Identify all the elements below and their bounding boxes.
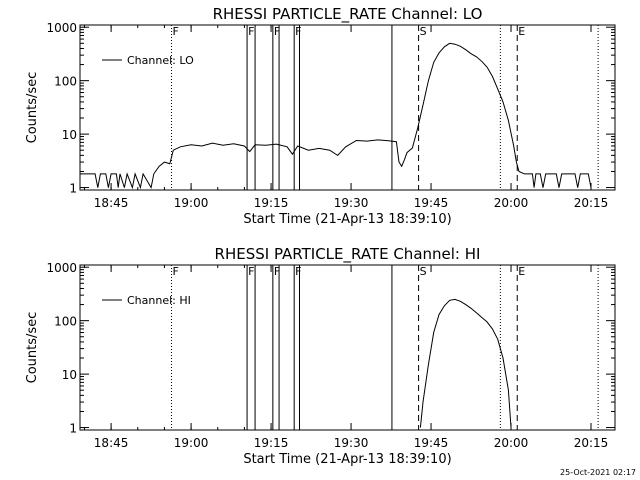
x-tick-label: 20:15 xyxy=(574,436,609,450)
x-tick-label: 20:00 xyxy=(494,196,529,210)
event-marker-label: E xyxy=(518,25,525,38)
series-line xyxy=(419,298,512,428)
chart-panel-hi: RHESSI PARTICLE_RATE Channel: HI Start Ti… xyxy=(25,245,616,467)
event-marker-label: F xyxy=(274,25,280,38)
event-marker-label: S xyxy=(420,265,427,278)
event-marker-label: F xyxy=(248,265,254,278)
x-tick-label: 19:45 xyxy=(414,436,449,450)
series-line xyxy=(80,42,592,190)
y-tick-label: 1 xyxy=(69,182,77,196)
legend-label: Channel: LO xyxy=(127,54,194,67)
x-tick-label: 20:15 xyxy=(574,196,609,210)
y-tick-label: 100 xyxy=(54,315,77,329)
x-tick-label: 19:30 xyxy=(334,436,369,450)
y-tick-label: 1000 xyxy=(46,21,77,35)
plot-frame xyxy=(79,24,616,191)
x-axis-label: Start Time (21-Apr-13 18:39:10) xyxy=(243,212,451,227)
x-tick-label: 19:45 xyxy=(414,196,449,210)
event-marker-label: F xyxy=(274,265,280,278)
event-marker-label: F xyxy=(248,25,254,38)
event-marker-label: F xyxy=(173,265,179,278)
y-tick-label: 10 xyxy=(62,128,77,142)
x-tick-label: 19:00 xyxy=(174,196,209,210)
chart-title: RHESSI PARTICLE_RATE Channel: HI xyxy=(215,245,481,264)
x-tick-label: 18:45 xyxy=(94,196,129,210)
event-marker-label: F xyxy=(295,265,301,278)
x-tick-label: 20:00 xyxy=(494,436,529,450)
y-axis-label: Counts/sec xyxy=(25,72,40,144)
chart-title: RHESSI PARTICLE_RATE Channel: LO xyxy=(213,5,483,24)
event-marker-label: F xyxy=(173,25,179,38)
y-tick-label: 10 xyxy=(62,368,77,382)
y-tick-label: 1 xyxy=(69,422,77,436)
x-tick-label: 18:45 xyxy=(94,436,129,450)
chart-panel-lo: RHESSI PARTICLE_RATE Channel: LO Start Ti… xyxy=(25,5,616,227)
event-marker-label: S xyxy=(420,25,427,38)
legend-label: Channel: HI xyxy=(127,294,191,307)
y-tick-label: 100 xyxy=(54,75,77,89)
y-tick-label: 1000 xyxy=(46,261,77,275)
plot-frame xyxy=(79,264,616,431)
event-marker-label: F xyxy=(295,25,301,38)
x-tick-label: 19:30 xyxy=(334,196,369,210)
plot-timestamp: 25-Oct-2021 02:17 xyxy=(560,468,636,477)
event-marker-label: E xyxy=(518,265,525,278)
x-tick-label: 19:15 xyxy=(254,436,289,450)
x-tick-label: 19:15 xyxy=(254,196,289,210)
y-axis-label: Counts/sec xyxy=(25,312,40,384)
x-tick-label: 19:00 xyxy=(174,436,209,450)
x-axis-label: Start Time (21-Apr-13 18:39:10) xyxy=(243,452,451,467)
